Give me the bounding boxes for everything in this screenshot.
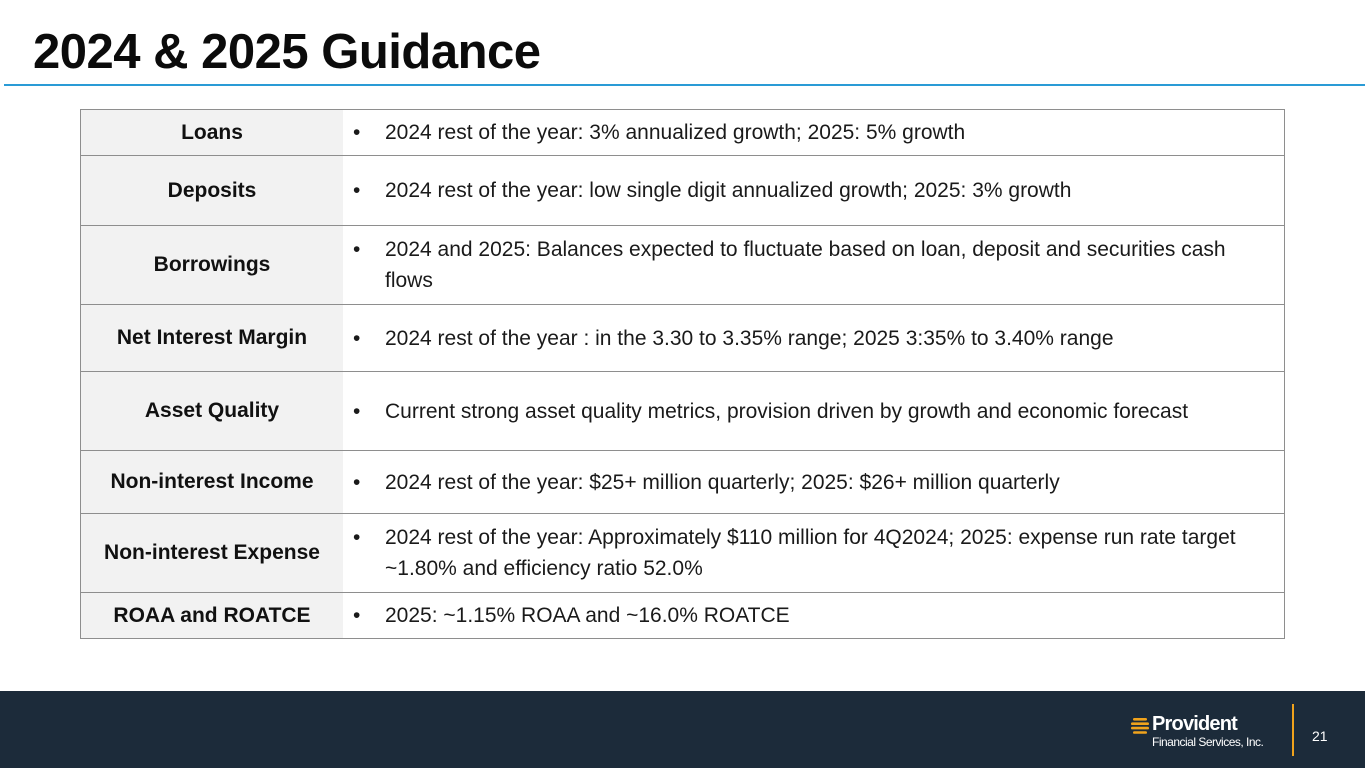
row-value: • 2024 rest of the year : in the 3.30 to… — [343, 304, 1285, 372]
table-row-net-interest-margin: Net Interest Margin • 2024 rest of the y… — [80, 304, 1285, 372]
footer-bar: Provident Financial Services, Inc. 21 — [0, 691, 1365, 768]
row-label: Borrowings — [80, 225, 343, 305]
bullet-icon: • — [353, 179, 361, 202]
row-label: Non-interest Expense — [80, 513, 343, 593]
bullet-icon: • — [353, 121, 361, 144]
table-row-loans: Loans • 2024 rest of the year: 3% annual… — [80, 109, 1285, 156]
row-value: • 2024 rest of the year: $25+ million qu… — [343, 450, 1285, 514]
table-row-asset-quality: Asset Quality • Current strong asset qua… — [80, 371, 1285, 451]
logo-name: Provident — [1152, 713, 1238, 735]
bullet-icon: • — [353, 326, 361, 350]
row-text: 2024 rest of the year: Approximately $11… — [385, 526, 1236, 580]
row-label: Non-interest Income — [80, 450, 343, 514]
bullet-icon: • — [353, 470, 361, 494]
row-value: • 2025: ~1.15% ROAA and ~16.0% ROATCE — [343, 592, 1285, 639]
bullet-icon: • — [353, 604, 361, 627]
table-row-deposits: Deposits • 2024 rest of the year: low si… — [80, 155, 1285, 226]
table-row-non-interest-expense: Non-interest Expense • 2024 rest of the … — [80, 513, 1285, 593]
row-value: • Current strong asset quality metrics, … — [343, 371, 1285, 451]
bullet-icon: • — [353, 238, 361, 261]
company-logo: Provident Financial Services, Inc. — [1130, 713, 1280, 753]
row-value: • 2024 rest of the year: 3% annualized g… — [343, 109, 1285, 156]
row-text: 2024 rest of the year: low single digit … — [385, 179, 1072, 202]
row-value: • 2024 rest of the year: low single digi… — [343, 155, 1285, 226]
bullet-icon: • — [353, 399, 361, 423]
provident-logo-icon — [1131, 718, 1149, 734]
row-label: Deposits — [80, 155, 343, 226]
title-underline — [4, 84, 1365, 86]
row-value: • 2024 rest of the year: Approximately $… — [343, 513, 1285, 593]
logo-subtitle: Financial Services, Inc. — [1152, 735, 1264, 749]
row-text: 2024 and 2025: Balances expected to fluc… — [385, 238, 1226, 292]
table-row-borrowings: Borrowings • 2024 and 2025: Balances exp… — [80, 225, 1285, 305]
row-label: Asset Quality — [80, 371, 343, 451]
row-text: 2024 rest of the year: $25+ million quar… — [385, 470, 1060, 494]
table-row-roaa-roatce: ROAA and ROATCE • 2025: ~1.15% ROAA and … — [80, 592, 1285, 639]
row-value: • 2024 and 2025: Balances expected to fl… — [343, 225, 1285, 305]
row-text: Current strong asset quality metrics, pr… — [385, 399, 1189, 423]
page-number: 21 — [1312, 728, 1328, 744]
slide-title: 2024 & 2025 Guidance — [33, 25, 541, 79]
row-text: 2024 rest of the year : in the 3.30 to 3… — [385, 326, 1114, 350]
table-row-non-interest-income: Non-interest Income • 2024 rest of the y… — [80, 450, 1285, 514]
guidance-table: Loans • 2024 rest of the year: 3% annual… — [80, 109, 1285, 639]
bullet-icon: • — [353, 526, 361, 549]
row-label: Loans — [80, 109, 343, 156]
footer-divider — [1292, 704, 1294, 756]
row-text: 2024 rest of the year: 3% annualized gro… — [385, 121, 966, 144]
row-label: Net Interest Margin — [80, 304, 343, 372]
row-label: ROAA and ROATCE — [80, 592, 343, 639]
row-text: 2025: ~1.15% ROAA and ~16.0% ROATCE — [385, 604, 790, 627]
